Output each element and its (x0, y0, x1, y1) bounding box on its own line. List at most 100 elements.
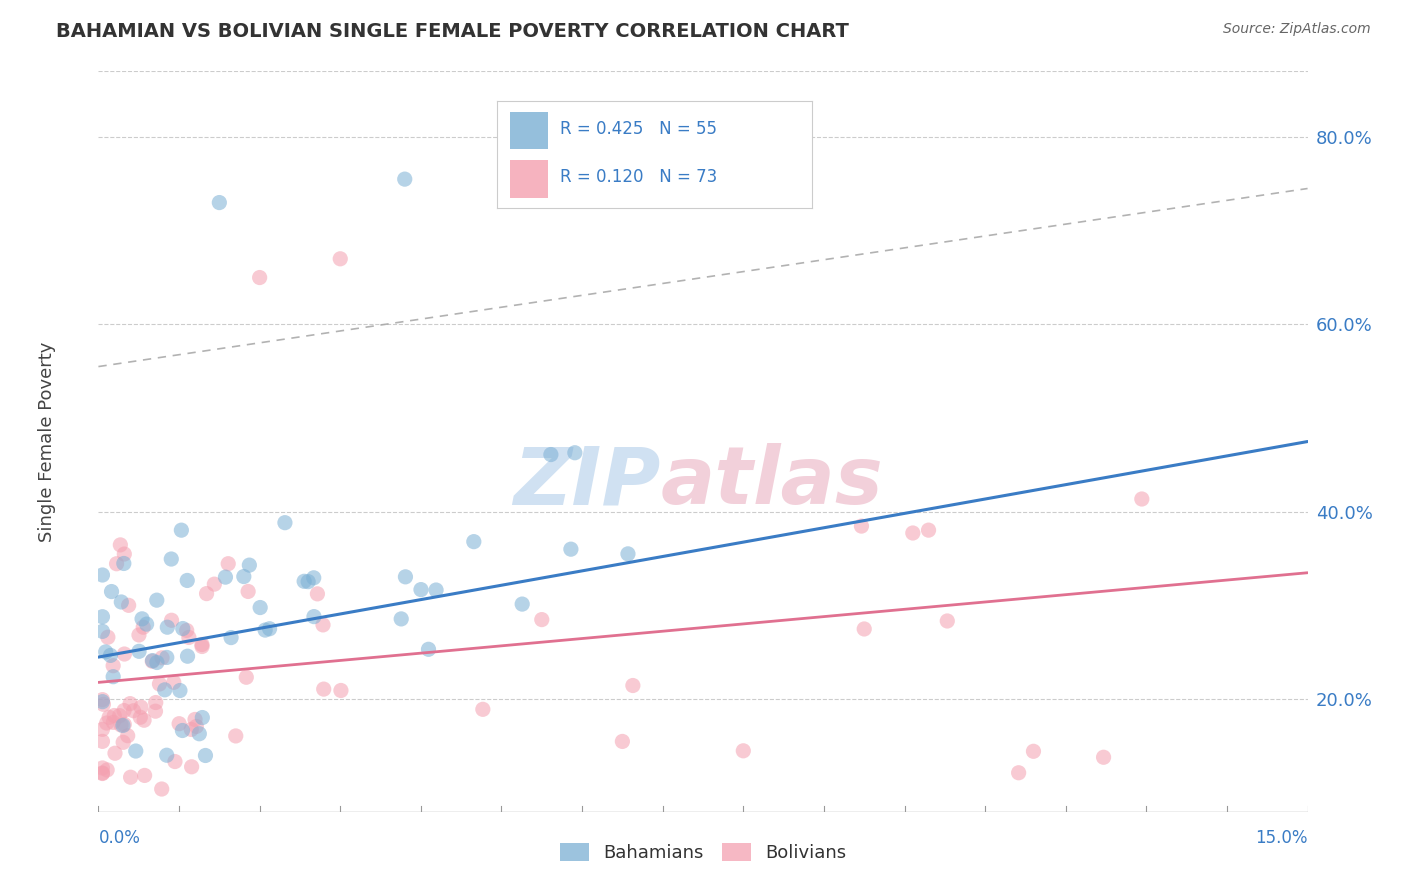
Point (103, 715, 125, 730)
Point (117, 729, 139, 743)
Point (188, 727, 211, 741)
Point (156, 650, 179, 665)
Point (292, 574, 315, 589)
Point (100, 648, 122, 663)
Point (163, 675, 186, 690)
Point (236, 584, 259, 599)
Point (156, 620, 179, 634)
Point (409, 582, 432, 597)
Point (172, 723, 194, 738)
Point (219, 631, 242, 645)
Point (160, 613, 183, 627)
Point (112, 647, 135, 661)
Point (917, 523, 939, 537)
Point (132, 713, 155, 727)
Point (191, 638, 214, 652)
Point (1092, 750, 1115, 764)
Point (150, 650, 173, 665)
Point (191, 640, 214, 654)
Point (112, 704, 135, 718)
Point (1007, 765, 1029, 780)
Point (91, 568, 114, 582)
Point (98, 710, 121, 724)
Point (112, 557, 135, 571)
Point (901, 526, 924, 541)
Point (307, 587, 329, 601)
Point (170, 523, 193, 537)
Point (510, 597, 533, 611)
Point (176, 624, 198, 638)
Point (134, 768, 156, 782)
Point (329, 683, 352, 698)
Point (141, 654, 163, 668)
Point (180, 723, 202, 737)
Point (560, 542, 582, 557)
Point (93, 698, 115, 712)
Point (851, 519, 873, 533)
Point (180, 760, 202, 774)
Point (105, 557, 128, 571)
Point (96, 716, 118, 731)
Point (101, 658, 124, 673)
Point (530, 613, 553, 627)
Point (128, 628, 150, 642)
Point (617, 547, 640, 561)
Point (160, 552, 183, 566)
Point (91, 609, 114, 624)
Point (463, 534, 485, 549)
Point (91, 766, 114, 780)
Point (1130, 491, 1153, 506)
Point (120, 770, 142, 784)
Point (131, 612, 153, 626)
Point (112, 717, 135, 731)
Point (733, 744, 755, 758)
Point (425, 582, 447, 597)
Legend: Bahamians, Bolivians: Bahamians, Bolivians (553, 836, 853, 870)
Point (389, 612, 412, 626)
Point (101, 670, 124, 684)
Text: 0.0%: 0.0% (98, 829, 141, 847)
Point (249, 600, 271, 615)
Point (100, 584, 122, 599)
Point (91, 624, 114, 639)
Point (208, 195, 231, 210)
Point (394, 172, 416, 186)
Point (177, 631, 200, 645)
Point (235, 670, 257, 684)
Point (302, 609, 325, 624)
Point (97, 630, 120, 644)
Point (145, 696, 167, 710)
Point (418, 642, 440, 657)
Point (150, 782, 173, 797)
Point (110, 595, 132, 609)
Point (91, 734, 114, 748)
Point (112, 547, 135, 561)
Point (146, 656, 169, 670)
Point (312, 682, 335, 697)
Point (129, 710, 152, 724)
Point (394, 570, 416, 584)
Point (146, 593, 169, 607)
Point (91, 766, 114, 780)
Point (167, 716, 190, 731)
Point (117, 599, 139, 613)
Point (259, 622, 281, 636)
Point (297, 574, 319, 589)
Point (195, 586, 218, 600)
Point (110, 718, 132, 732)
Point (135, 617, 157, 632)
Point (217, 557, 239, 571)
Point (91, 695, 114, 709)
Point (471, 702, 494, 716)
Point (202, 577, 225, 591)
Point (564, 446, 586, 460)
Point (302, 571, 325, 585)
Point (274, 516, 297, 530)
Text: ZIP: ZIP (513, 443, 661, 521)
Point (122, 704, 145, 718)
Point (621, 679, 644, 693)
Point (129, 700, 152, 714)
Point (141, 654, 163, 668)
Point (186, 719, 208, 733)
Point (169, 683, 191, 698)
